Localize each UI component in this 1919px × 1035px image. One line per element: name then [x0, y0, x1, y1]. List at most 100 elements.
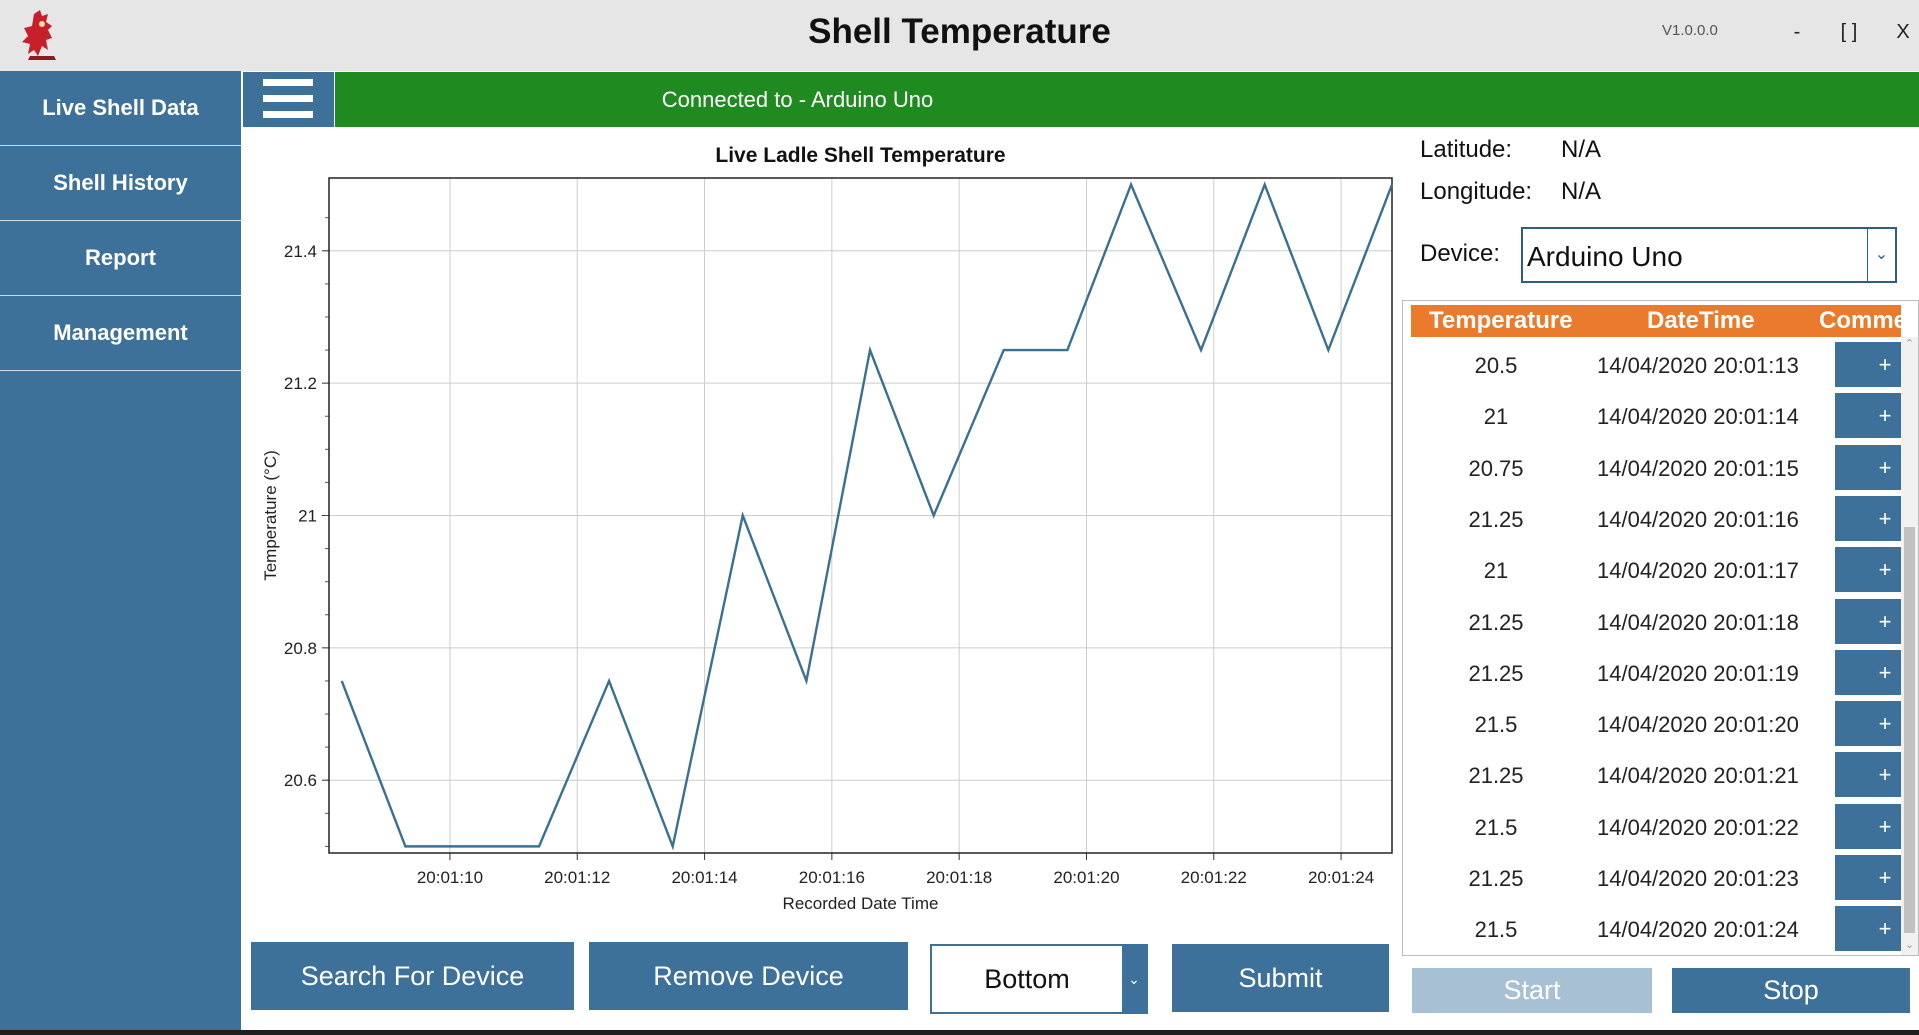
- title-bar: Shell Temperature V1.0.0.0 - [ ] X: [0, 0, 1919, 71]
- scroll-up-icon[interactable]: ⌃: [1904, 338, 1915, 350]
- longitude-value: N/A: [1561, 178, 1602, 205]
- search-for-device-button[interactable]: Search For Device: [251, 942, 574, 1010]
- close-button[interactable]: X: [1896, 21, 1910, 43]
- column-header-comment[interactable]: Comme: [1819, 307, 1901, 334]
- datetime-cell: 14/04/2020 20:01:18: [1597, 609, 1799, 635]
- position-select-value: Bottom: [984, 964, 1070, 994]
- temperature-cell: 21.5: [1474, 917, 1518, 943]
- grid-scrollbar[interactable]: ⌃ ⌄: [1901, 337, 1918, 955]
- sidebar: Live Shell Data Shell History Report Man…: [0, 71, 241, 1035]
- temperature-cell: 20.75: [1468, 455, 1524, 481]
- datetime-cell: 14/04/2020 20:01:17: [1597, 558, 1799, 584]
- version-label: V1.0.0.0: [1662, 22, 1718, 39]
- x-tick-label: 20:01:18: [926, 868, 992, 887]
- temperature-cell: 21: [1483, 404, 1509, 430]
- temperature-cell: 21.25: [1468, 660, 1524, 686]
- temperature-cell: 21.5: [1474, 814, 1518, 840]
- temperature-cell: 21.25: [1468, 763, 1524, 789]
- y-tick-label: 20.6: [284, 771, 317, 790]
- x-tick-label: 20:01:10: [417, 868, 483, 887]
- device-select[interactable]: Arduino Uno ⌄: [1521, 227, 1897, 283]
- sidebar-item-label: Live Shell Data: [42, 95, 199, 120]
- table-row: 20.75 14/04/2020 20:01:15 +: [1411, 442, 1918, 493]
- x-tick-label: 20:01:16: [799, 868, 865, 887]
- taskbar-strip: [0, 1030, 1919, 1035]
- temperature-cell: 21.25: [1468, 506, 1524, 532]
- temperature-cell: 21.5: [1474, 712, 1518, 738]
- connection-status-text: Connected to - Arduino Uno: [661, 87, 934, 112]
- y-tick-label: 20.8: [284, 639, 317, 658]
- column-header-datetime[interactable]: DateTime: [1647, 307, 1755, 334]
- plot-frame: [328, 177, 1393, 854]
- longitude-label: Longitude:: [1420, 178, 1533, 205]
- x-tick-label: 20:01:24: [1308, 868, 1374, 887]
- temperature-cell: 21: [1483, 558, 1509, 584]
- datetime-cell: 14/04/2020 20:01:22: [1597, 814, 1799, 840]
- sidebar-item-shell-history[interactable]: Shell History: [0, 146, 241, 221]
- sidebar-item-management[interactable]: Management: [0, 296, 241, 371]
- sidebar-item-report[interactable]: Report: [0, 221, 241, 296]
- x-tick-label: 20:01:20: [1053, 868, 1119, 887]
- chevron-down-icon[interactable]: ⌄: [1122, 946, 1146, 1012]
- table-row: 21.25 14/04/2020 20:01:18 +: [1411, 596, 1918, 647]
- y-tick-label: 21: [298, 507, 317, 526]
- datetime-cell: 14/04/2020 20:01:14: [1597, 404, 1799, 430]
- chart-title: Live Ladle Shell Temperature: [715, 144, 1005, 167]
- chart-svg: 20:01:10 20:01:12 20:01:14 20:01:16 20:01:18…: [261, 144, 1394, 913]
- sidebar-item-label: Shell History: [53, 170, 188, 195]
- sidebar-item-live-shell-data[interactable]: Live Shell Data: [0, 71, 241, 146]
- table-row: 21 14/04/2020 20:01:14 +: [1411, 390, 1918, 441]
- table-row: 21.25 14/04/2020 20:01:16 +: [1411, 493, 1918, 544]
- y-tick-label: 21.2: [284, 374, 317, 393]
- x-tick-label: 20:01:12: [544, 868, 610, 887]
- datetime-cell: 14/04/2020 20:01:16: [1597, 506, 1799, 532]
- column-header-temperature[interactable]: Temperature: [1429, 307, 1573, 334]
- lion-logo-icon: [12, 6, 72, 66]
- submit-button[interactable]: Submit: [1172, 944, 1389, 1012]
- y-tick-label: 21.4: [284, 242, 317, 261]
- x-axis-label: Recorded Date Time: [783, 894, 939, 913]
- datetime-cell: 14/04/2020 20:01:21: [1597, 763, 1799, 789]
- table-row: 21.25 14/04/2020 20:01:19 +: [1411, 647, 1918, 698]
- datetime-cell: 14/04/2020 20:01:19: [1597, 660, 1799, 686]
- table-row: 21.5 14/04/2020 20:01:22 +: [1411, 801, 1918, 852]
- position-select[interactable]: Bottom ⌄: [930, 944, 1148, 1014]
- datetime-cell: 14/04/2020 20:01:24: [1597, 917, 1799, 943]
- scrollbar-thumb[interactable]: [1904, 527, 1915, 933]
- app-title: Shell Temperature: [808, 12, 1111, 51]
- datetime-cell: 14/04/2020 20:01:20: [1597, 712, 1799, 738]
- table-row: 21 14/04/2020 20:01:17 +: [1411, 544, 1918, 595]
- sidebar-item-label: Management: [53, 320, 188, 345]
- temperature-cell: 21.25: [1468, 609, 1524, 635]
- latitude-label: Latitude:: [1420, 136, 1513, 163]
- scroll-down-icon[interactable]: ⌄: [1904, 939, 1915, 951]
- chevron-down-icon[interactable]: ⌄: [1867, 229, 1895, 281]
- sidebar-item-label: Report: [85, 245, 156, 270]
- device-select-value: Arduino Uno: [1527, 241, 1683, 272]
- x-tick-label: 20:01:14: [671, 868, 737, 887]
- connection-status-bar: Connected to - Arduino Uno: [335, 72, 1919, 127]
- remove-device-button[interactable]: Remove Device: [589, 942, 908, 1010]
- temperature-data-grid: Temperature DateTime Comme 20.5 14/04/202…: [1402, 300, 1919, 956]
- maximize-button[interactable]: [ ]: [1840, 21, 1858, 43]
- temperature-chart: 20:01:10 20:01:12 20:01:14 20:01:16 20:01:18…: [241, 130, 1401, 935]
- latitude-value: N/A: [1561, 136, 1602, 163]
- stop-button[interactable]: Stop: [1672, 968, 1910, 1013]
- minimize-button[interactable]: -: [1793, 21, 1801, 43]
- table-row: 20.5 14/04/2020 20:01:13 +: [1411, 339, 1918, 390]
- table-row: 21.5 14/04/2020 20:01:24 +: [1411, 903, 1918, 954]
- table-row: 21.25 14/04/2020 20:01:21 +: [1411, 749, 1918, 800]
- datetime-cell: 14/04/2020 20:01:23: [1597, 866, 1799, 891]
- x-tick-label: 20:01:22: [1181, 868, 1247, 887]
- y-axis-label: Temperature (°C): [261, 450, 280, 581]
- hamburger-menu-button[interactable]: [243, 72, 334, 127]
- datetime-cell: 14/04/2020 20:01:13: [1597, 353, 1799, 378]
- datetime-cell: 14/04/2020 20:01:15: [1597, 455, 1799, 481]
- start-button[interactable]: Start: [1412, 968, 1652, 1013]
- table-row: 21.5 14/04/2020 20:01:20 +: [1411, 698, 1918, 749]
- temperature-cell: 21.25: [1468, 866, 1524, 891]
- temperature-cell: 20.5: [1474, 353, 1518, 378]
- grid-header: Temperature DateTime Comme: [1411, 305, 1901, 337]
- device-label: Device:: [1420, 240, 1501, 267]
